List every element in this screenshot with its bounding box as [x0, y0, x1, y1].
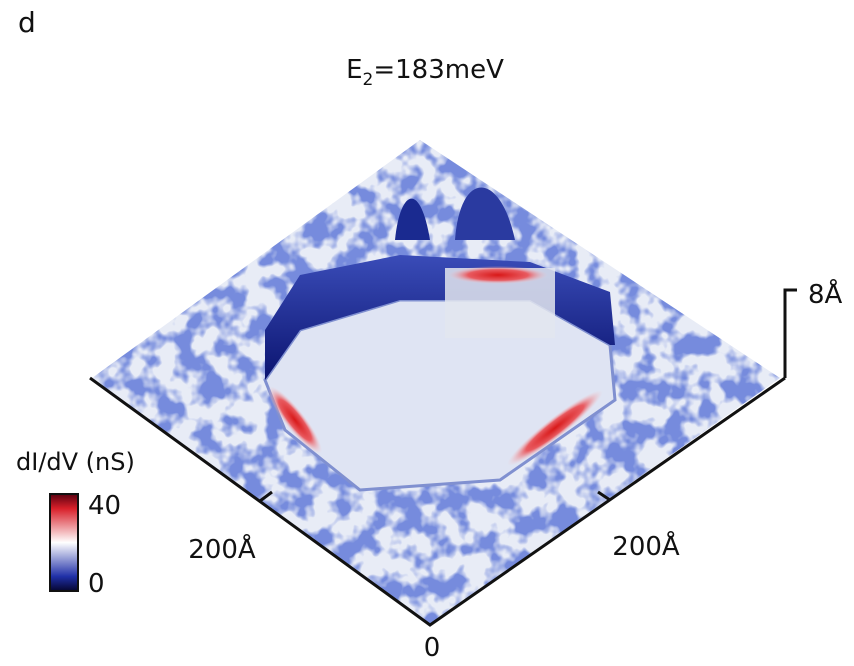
figure: d E2=183meV 200Å 200Å 0 8Å dI/dV (nS) 40… [0, 0, 854, 662]
colorbar-label: dI/dV (nS) [16, 448, 135, 476]
colorbar-min: 0 [88, 569, 105, 599]
title-base: E [346, 55, 362, 85]
left-tick-label: 200Å [188, 533, 256, 565]
height-scale-label: 8Å [808, 278, 843, 310]
title-rest: =183meV [373, 55, 504, 85]
origin-label: 0 [424, 633, 441, 662]
colorbar-max: 40 [88, 491, 121, 521]
colorbar [50, 494, 78, 591]
right-tick-label: 200Å [612, 530, 680, 562]
panel-label: d [18, 6, 36, 39]
title-subscript: 2 [363, 70, 374, 90]
title: E2=183meV [346, 55, 504, 90]
